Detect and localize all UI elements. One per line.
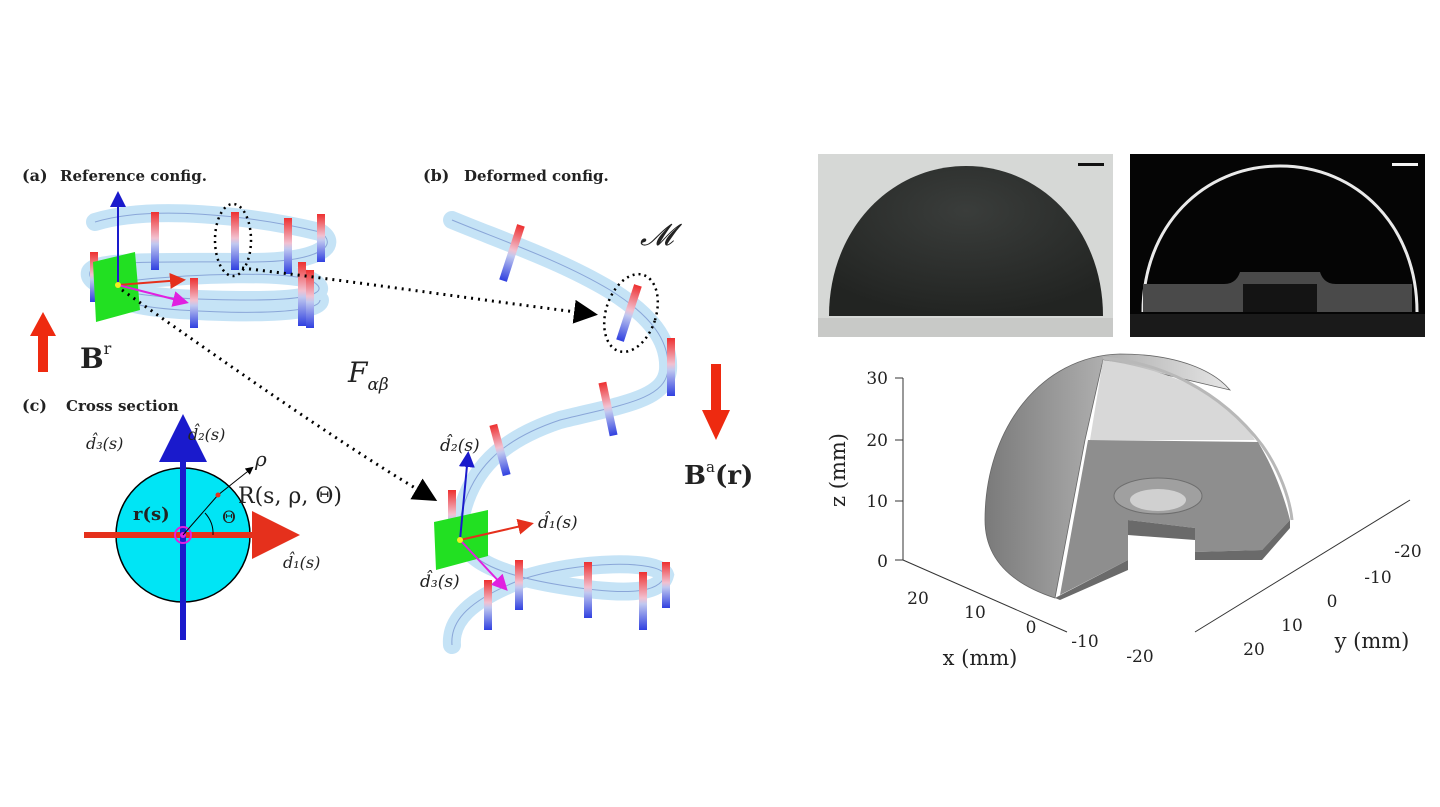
dome-infill xyxy=(1060,440,1290,595)
theta-label: Θ xyxy=(222,508,236,528)
dome-inner-wall xyxy=(1090,360,1255,440)
body-manifold-symbol: 𝓜 xyxy=(640,218,683,253)
b-app-symbol: Ba(r) xyxy=(684,458,753,491)
panel-b-title: Deformed config. xyxy=(464,167,609,185)
theta-arc xyxy=(204,512,214,536)
z-tick: 20 xyxy=(866,431,888,451)
material-point xyxy=(215,492,221,498)
x-axis-label: x (mm) xyxy=(943,646,1018,670)
panel-c-title: Cross section xyxy=(66,397,179,415)
magnets-def xyxy=(448,224,675,630)
y-tick: 10 xyxy=(1281,616,1303,636)
y-tick: -10 xyxy=(1364,568,1391,588)
d1-arrow-ref xyxy=(117,272,186,289)
d1-arrow-def xyxy=(459,518,534,541)
radius-arrow xyxy=(217,466,254,496)
photo-dome-ct xyxy=(1130,154,1425,337)
d1-label-def: d̂₁(s) xyxy=(538,511,578,533)
highlight-ellipse-ref xyxy=(213,202,253,278)
y-axis-label: y (mm) xyxy=(1334,629,1410,653)
panel-b: (b) Deformed config. 𝓜 d̂₂(s) xyxy=(420,166,753,654)
x-tick: -20 xyxy=(1126,647,1153,667)
panel-a: Br (a) Reference config. xyxy=(22,166,337,375)
scale-bar-2 xyxy=(1392,163,1418,166)
photo-dome-exterior xyxy=(818,154,1113,337)
origin-point-def xyxy=(457,537,463,543)
d2-arrow-def xyxy=(458,451,475,541)
dome-core-inner xyxy=(1130,489,1186,511)
x-tick: 20 xyxy=(907,589,929,609)
panel-a-title: Reference config. xyxy=(60,167,207,185)
z-tick: 0 xyxy=(877,552,888,572)
mapping-arrows xyxy=(121,266,598,502)
panel-c-tag: (c) xyxy=(22,396,47,415)
x-tick: 0 xyxy=(1026,618,1037,638)
y-tick: 0 xyxy=(1327,592,1338,612)
x-tick-labels: 20 10 0 -10 -20 xyxy=(907,589,1154,667)
d1-label-c: d̂₁(s) xyxy=(283,552,320,572)
d3-arrow-def xyxy=(459,539,508,591)
deformation-gradient-symbol: Fαβ xyxy=(347,356,389,395)
d3-label-def: d̂₃(s) xyxy=(420,570,460,592)
dome-shell-rim xyxy=(1102,356,1294,521)
dome-base-cut xyxy=(1055,520,1290,600)
y-tick-labels: -20 -10 0 10 20 xyxy=(1243,542,1422,660)
z-tick-labels: 30 20 10 0 xyxy=(866,369,888,572)
b-ref-symbol: Br xyxy=(80,339,112,375)
panel-a-tag: (a) xyxy=(22,166,48,185)
d3-axis-out xyxy=(174,526,192,544)
x-tick: -10 xyxy=(1071,632,1098,652)
plot-3d-axes xyxy=(895,377,1411,633)
dome-shell-outer xyxy=(984,353,1232,599)
panel-c: (c) Cross section r(s) ρ R(s, ρ, Θ) Θ d̂… xyxy=(22,396,342,640)
x-tick: 10 xyxy=(964,603,986,623)
z-tick: 10 xyxy=(866,492,888,512)
d3-arrow-ref xyxy=(117,284,189,307)
z-tick: 30 xyxy=(866,369,888,389)
field-arrow-app xyxy=(702,364,730,440)
d2-label-def: d̂₂(s) xyxy=(440,434,480,456)
d2-label-c: d̂₂(s) xyxy=(188,424,225,444)
y-tick: -20 xyxy=(1394,542,1421,562)
scale-bar-1 xyxy=(1078,163,1104,166)
highlight-ellipse-def xyxy=(602,272,660,354)
r-label: r(s) xyxy=(133,504,170,525)
R-label: R(s, ρ, Θ) xyxy=(238,484,342,509)
plot-3d: 30 20 10 0 z (mm) 20 10 0 -10 -20 x (mm)… xyxy=(826,353,1422,670)
position-vector xyxy=(182,494,219,536)
z-axis-label: z (mm) xyxy=(826,433,850,507)
d3-label-c: d̂₃(s) xyxy=(86,433,123,453)
rho-label: ρ xyxy=(254,447,267,471)
panel-b-tag: (b) xyxy=(423,166,449,185)
y-tick: 20 xyxy=(1243,640,1265,660)
field-arrow-ref xyxy=(30,312,56,372)
origin-point-ref xyxy=(115,282,121,288)
